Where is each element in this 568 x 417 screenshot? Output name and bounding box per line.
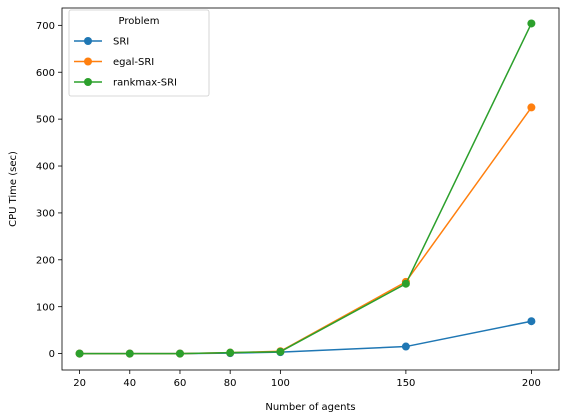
y-axis-label: CPU Time (sec) [8,151,19,227]
data-point [527,103,536,112]
data-point [401,279,410,288]
legend-swatch-marker [84,78,92,86]
data-point [175,349,184,358]
x-tick-label: 60 [174,378,187,389]
data-point [527,317,536,326]
series-rankmax-sri [75,19,536,358]
data-point [527,19,536,28]
x-axis: 20 40 60 80 100 150 200 [73,370,541,389]
legend-item: SRI [74,37,129,48]
x-tick-label: 200 [522,378,541,389]
y-tick-label: 700 [36,21,55,32]
legend-box [68,9,210,97]
x-tick-label: 20 [73,378,86,389]
data-point [276,347,285,356]
y-tick-label: 500 [36,115,55,126]
x-tick-label: 80 [224,378,237,389]
data-point [401,342,410,351]
series-egal-sri [75,103,536,358]
y-tick-label: 600 [36,68,55,79]
legend-item: egal-SRI [74,57,154,68]
data-point [125,349,134,358]
legend: Problem SRI egal-SRI rankmax-SRI [68,9,210,97]
legend-label: rankmax-SRI [113,78,177,89]
x-tick-label: 100 [271,378,290,389]
legend-label: egal-SRI [113,57,154,68]
data-point [226,348,235,357]
y-axis: 0 100 200 300 400 500 600 700 [36,21,62,360]
legend-title: Problem [119,16,160,27]
series-layer [75,19,536,358]
legend-swatch-marker [84,57,92,66]
plot-area-frame [61,7,560,371]
x-tick-label: 150 [396,378,415,389]
x-axis-label: Number of agents [265,402,355,413]
y-tick-label: 100 [36,302,55,313]
legend-item: rankmax-SRI [74,78,177,89]
legend-swatch-marker [84,37,92,45]
y-tick-label: 300 [36,209,55,220]
y-tick-label: 200 [36,255,55,266]
y-tick-label: 0 [49,349,55,360]
y-tick-label: 400 [36,162,55,173]
series-line [79,106,532,355]
legend-items: SRI egal-SRI rankmax-SRI [74,37,177,89]
legend-label: SRI [113,37,129,48]
data-point [75,349,84,358]
x-tick-label: 40 [123,378,136,389]
